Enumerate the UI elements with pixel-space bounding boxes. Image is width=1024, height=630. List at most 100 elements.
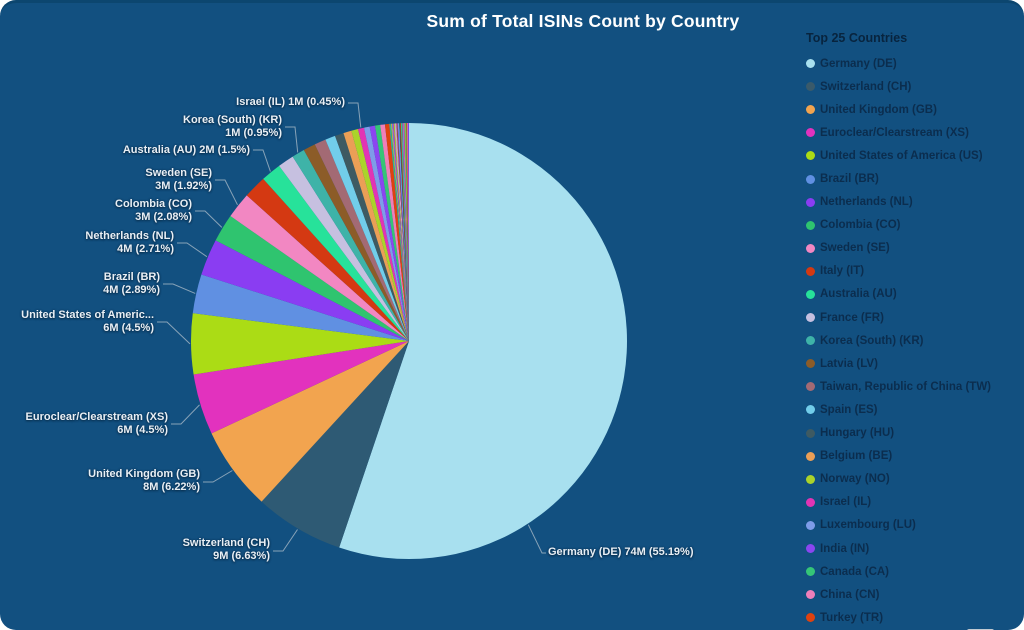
pie-slice-XS[interactable] xyxy=(193,341,409,434)
legend-item[interactable]: Sweden (SE) xyxy=(806,237,1022,260)
legend-item-label: Luxembourg (LU) xyxy=(820,519,916,532)
pie-slice-other[interactable] xyxy=(403,123,409,341)
legend-item-label: Germany (DE) xyxy=(820,57,897,70)
legend-item[interactable]: Italy (IT) xyxy=(806,260,1022,283)
pie-slice-other[interactable] xyxy=(405,123,409,342)
pie-slice-other[interactable] xyxy=(406,123,409,341)
pie-slice-CA[interactable] xyxy=(375,124,409,341)
legend-item[interactable]: Netherlands (NL) xyxy=(806,191,1022,214)
pie-slice-CH[interactable] xyxy=(261,341,409,548)
legend-item[interactable]: Luxembourg (LU) xyxy=(806,514,1022,537)
pie-slice-other[interactable] xyxy=(389,123,409,341)
legend-item[interactable]: Colombia (CO) xyxy=(806,214,1022,237)
label-connector-lines xyxy=(157,102,546,554)
legend-item[interactable]: Switzerland (CH) xyxy=(806,75,1022,98)
legend-item[interactable]: Euroclear/Clearstream (XS) xyxy=(806,121,1022,144)
legend-item[interactable]: Turkey (TR) xyxy=(806,606,1022,629)
pie-slice-other[interactable] xyxy=(404,123,409,341)
pie-slice-other[interactable] xyxy=(407,123,409,341)
pie-slice-SE[interactable] xyxy=(230,195,409,341)
pie-slice-IL[interactable] xyxy=(357,127,409,341)
legend-item[interactable]: Australia (AU) xyxy=(806,283,1022,306)
pie-slice-AU[interactable] xyxy=(263,165,409,341)
pie-slice-other[interactable] xyxy=(400,123,409,342)
pie-slice-other[interactable] xyxy=(395,123,409,341)
pie-slice-BR[interactable] xyxy=(192,274,409,341)
legend-item-label: Korea (South) (KR) xyxy=(820,334,924,347)
pie-slice-TW[interactable] xyxy=(314,139,409,341)
pie-slice-LU[interactable] xyxy=(363,126,409,341)
pie-slice-NO[interactable] xyxy=(351,129,409,341)
legend-item[interactable]: United Kingdom (GB) xyxy=(806,98,1022,121)
pie-slice-other[interactable] xyxy=(401,123,409,341)
legend-swatch-icon xyxy=(806,590,815,600)
pie-slice-other[interactable] xyxy=(392,123,409,341)
pie-slice-GB[interactable] xyxy=(211,341,409,502)
legend-item[interactable]: Brazil (BR) xyxy=(806,167,1022,190)
pie-slice-other[interactable] xyxy=(399,123,409,342)
pie-slice-BE[interactable] xyxy=(343,130,409,341)
pie-slice-ES[interactable] xyxy=(325,135,409,341)
pie-slice-other[interactable] xyxy=(394,123,409,341)
pie-slice-other[interactable] xyxy=(402,123,409,341)
legend-item-label: Brazil (BR) xyxy=(820,173,879,186)
pie-slice-HU[interactable] xyxy=(335,133,409,341)
pie-slice-IN[interactable] xyxy=(369,125,409,341)
label-connector-DE xyxy=(527,524,546,554)
pie-slice-CO[interactable] xyxy=(215,215,409,341)
pie-chart xyxy=(157,102,628,559)
pie-slice-other[interactable] xyxy=(397,123,409,342)
legend-swatch-icon xyxy=(806,382,815,392)
legend-item[interactable]: United States of America (US) xyxy=(806,144,1022,167)
legend-item[interactable]: France (FR) xyxy=(806,306,1022,329)
pie-slice-NL[interactable] xyxy=(201,240,409,341)
legend-item[interactable]: Hungary (HU) xyxy=(806,422,1022,445)
legend-item[interactable]: Canada (CA) xyxy=(806,560,1022,583)
legend-item-label: Euroclear/Clearstream (XS) xyxy=(820,126,969,139)
pie-slice-other[interactable] xyxy=(400,123,409,342)
label-connector-CO xyxy=(195,210,223,228)
pie-slice-CN[interactable] xyxy=(380,124,409,341)
legend-item[interactable]: Korea (South) (KR) xyxy=(806,329,1022,352)
pie-slice-other[interactable] xyxy=(396,123,409,341)
label-connector-AU xyxy=(253,149,271,172)
legend-item[interactable]: Germany (DE) xyxy=(806,52,1022,75)
legend-swatch-icon xyxy=(806,613,815,623)
pie-slice-TR[interactable] xyxy=(384,123,409,341)
legend-swatch-icon xyxy=(806,82,815,92)
legend-item-label: Italy (IT) xyxy=(820,265,865,278)
legend-item[interactable]: Israel (IL) xyxy=(806,491,1022,514)
legend-item-label: United States of America (US) xyxy=(820,149,983,162)
pie-slice-IT[interactable] xyxy=(246,178,409,341)
legend-item[interactable]: Latvia (LV) xyxy=(806,352,1022,375)
pie-slice-other[interactable] xyxy=(398,123,409,341)
legend-item[interactable]: Taiwan, Republic of China (TW) xyxy=(806,375,1022,398)
legend-item[interactable]: Norway (NO) xyxy=(806,468,1022,491)
legend-item[interactable]: Belgium (BE) xyxy=(806,445,1022,468)
legend-swatch-icon xyxy=(806,451,815,461)
legend-item[interactable]: China (CN) xyxy=(806,583,1022,606)
pie-slice-other[interactable] xyxy=(391,123,409,341)
pie-slice-DE[interactable] xyxy=(339,123,628,559)
pie-slice-other[interactable] xyxy=(391,123,409,341)
legend-swatch-icon xyxy=(806,59,815,69)
pie-slice-other[interactable] xyxy=(408,122,409,341)
legend-item[interactable]: India (IN) xyxy=(806,537,1022,560)
legend-item-label: Israel (IL) xyxy=(820,496,872,509)
pie-slice-FR[interactable] xyxy=(279,156,409,341)
legend-swatch-icon xyxy=(806,405,815,415)
pie-slice-KR[interactable] xyxy=(292,150,409,341)
pie-slice-other[interactable] xyxy=(393,123,409,341)
label-connector-NL xyxy=(177,242,208,258)
legend-swatch-icon xyxy=(806,336,815,346)
legend-item-label: Belgium (BE) xyxy=(820,450,893,463)
legend-swatch-icon xyxy=(806,174,815,184)
legend-item-label: Colombia (CO) xyxy=(820,219,901,232)
legend-item-label: Turkey (TR) xyxy=(820,611,884,624)
pie-slice-LV[interactable] xyxy=(303,144,409,341)
pie-slice-US[interactable] xyxy=(191,313,409,375)
label-connector-CH xyxy=(273,529,298,552)
pie-slice-other[interactable] xyxy=(390,123,409,342)
legend-item[interactable]: Spain (ES) xyxy=(806,398,1022,421)
